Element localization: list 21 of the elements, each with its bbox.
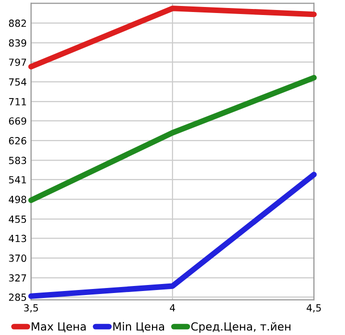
y-tick-label: 370 (9, 254, 26, 262)
legend-label: Max Цена (32, 322, 86, 332)
x-tick-label: 4,5 (306, 304, 321, 313)
x-tick-label: 3,5 (24, 304, 38, 313)
y-tick-label: 711 (9, 98, 26, 106)
y-tick-label: 413 (8, 234, 26, 242)
y-tick-label: 882 (8, 20, 26, 27)
x-tick-label: 4 (170, 304, 176, 312)
y-tick-label: 583 (9, 156, 26, 164)
y-tick-label: 797 (9, 58, 26, 66)
y-tick-label: 285 (9, 294, 26, 301)
legend-label: Min Цена (113, 322, 164, 332)
y-tick-label: 455 (8, 216, 26, 223)
legend-label: Сред.Цена, т.йен (191, 322, 290, 333)
y-tick-label: 626 (9, 137, 26, 144)
y-tick-label: 327 (9, 274, 26, 282)
y-tick-label: 541 (9, 176, 26, 184)
y-tick-label: 669 (9, 117, 26, 125)
y-tick-label: 498 (8, 196, 26, 204)
y-tick-label: 754 (9, 78, 26, 86)
y-tick-label: 839 (8, 39, 26, 47)
